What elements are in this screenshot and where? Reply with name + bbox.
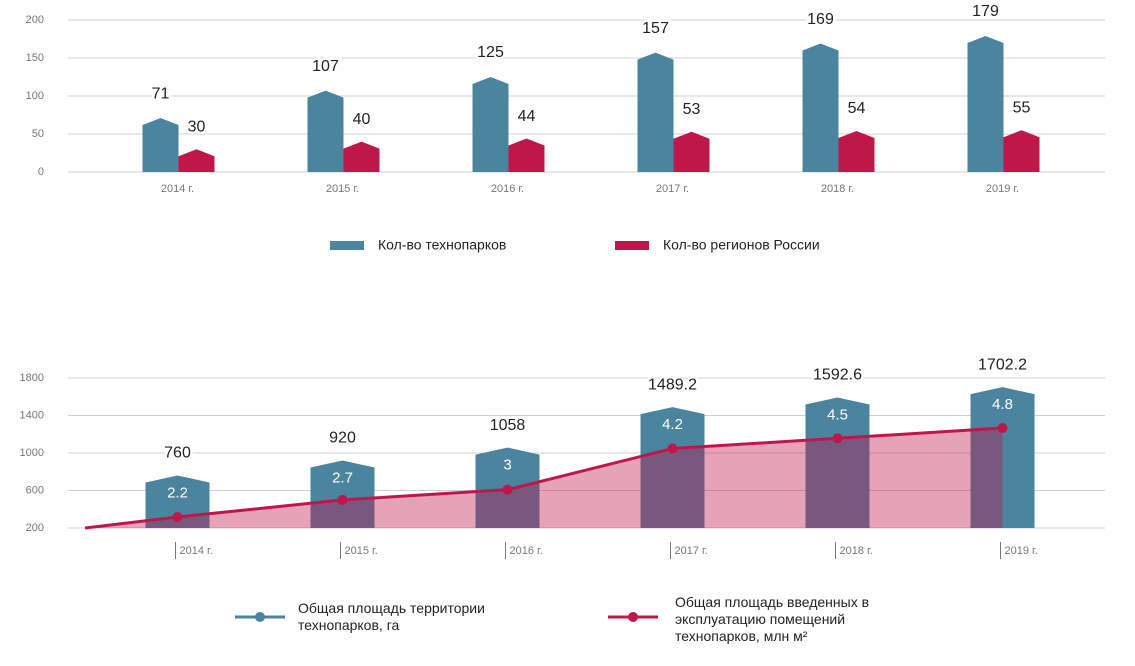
- bar: [178, 149, 215, 172]
- data-label: 169: [807, 11, 834, 28]
- data-label: 4.2: [662, 416, 683, 433]
- bar: [1003, 130, 1040, 172]
- bar: [640, 407, 705, 528]
- data-label: 125: [477, 44, 504, 61]
- data-label: 157: [642, 20, 669, 37]
- legend-item-line: Общая площадь введенных в эксплуатацию п…: [675, 594, 870, 644]
- x-tick-label: 2019 г.: [1005, 545, 1038, 557]
- line-point: [502, 484, 513, 495]
- bar: [307, 90, 344, 172]
- y-tick-label: 200: [26, 522, 44, 534]
- data-label: 1592.6: [813, 367, 862, 384]
- data-label: 30: [188, 118, 206, 135]
- x-tick-label: 2018 г.: [840, 545, 873, 557]
- x-tick-label: 2019 г.: [986, 183, 1019, 195]
- legend-swatch: [330, 241, 364, 250]
- x-tick-label: 2014 г.: [161, 183, 194, 195]
- data-label: 179: [972, 3, 999, 20]
- bar: [805, 397, 870, 528]
- data-label: 2.2: [167, 484, 188, 501]
- legend-label: Кол-во технопарков: [378, 237, 506, 253]
- x-tick-label: 2015 г.: [345, 545, 378, 557]
- legend-item-area: Общая площадь территории технопарков, га: [298, 600, 485, 633]
- bar: [802, 43, 839, 173]
- data-label: 2.7: [332, 469, 353, 486]
- x-tick-label: 2017 г.: [656, 183, 689, 195]
- data-label: 3: [503, 457, 511, 474]
- y-tick-label: 200: [26, 14, 44, 26]
- legend-label: Кол-во регионов России: [663, 237, 820, 253]
- y-tick-label: 0: [38, 166, 44, 178]
- x-tick-label: 2015 г.: [326, 183, 359, 195]
- x-tick-label: 2016 г.: [510, 545, 543, 557]
- legend-marker: [628, 612, 638, 622]
- y-tick-label: 1400: [20, 409, 44, 421]
- bar: [838, 130, 875, 172]
- bar: [673, 131, 710, 172]
- y-tick-label: 1000: [20, 447, 44, 459]
- x-tick-label: 2018 г.: [821, 183, 854, 195]
- data-label: 1058: [490, 417, 526, 434]
- bar: [637, 52, 674, 172]
- data-label: 4.5: [827, 406, 848, 423]
- data-label: 1702.2: [978, 356, 1027, 373]
- data-label: 760: [164, 445, 191, 462]
- legend-label: Общая площадь введенных в эксплуатацию п…: [675, 594, 870, 644]
- y-tick-label: 100: [26, 90, 44, 102]
- bar: [508, 138, 545, 172]
- y-tick-label: 150: [26, 52, 44, 64]
- data-label: 54: [848, 100, 866, 117]
- data-label: 44: [518, 108, 536, 125]
- data-label: 107: [312, 58, 339, 75]
- x-tick-label: 2014 г.: [180, 545, 213, 557]
- legend-swatch: [615, 241, 649, 250]
- bar: [343, 141, 380, 172]
- line-point: [337, 494, 348, 505]
- legend-label: Общая площадь территории технопарков, га: [298, 600, 485, 633]
- data-label: 53: [683, 101, 701, 118]
- y-tick-label: 50: [32, 128, 44, 140]
- bar: [142, 118, 179, 172]
- line-point: [172, 512, 183, 523]
- y-tick-label: 600: [26, 484, 44, 496]
- data-label: 71: [152, 85, 170, 102]
- data-label: 40: [353, 111, 371, 128]
- line-point: [667, 443, 678, 454]
- data-label: 4.8: [992, 396, 1013, 413]
- bar: [310, 460, 375, 528]
- x-tick-label: 2017 г.: [675, 545, 708, 557]
- data-label: 1489.2: [648, 376, 697, 393]
- legend-marker: [255, 612, 265, 622]
- line-point: [832, 433, 843, 444]
- y-tick-label: 1800: [20, 372, 44, 384]
- data-label: 55: [1013, 99, 1031, 116]
- bar: [967, 35, 1004, 173]
- x-tick-label: 2016 г.: [491, 183, 524, 195]
- bar: [970, 387, 1035, 528]
- bar: [472, 77, 509, 172]
- data-label: 920: [329, 430, 356, 447]
- line-point: [997, 423, 1008, 433]
